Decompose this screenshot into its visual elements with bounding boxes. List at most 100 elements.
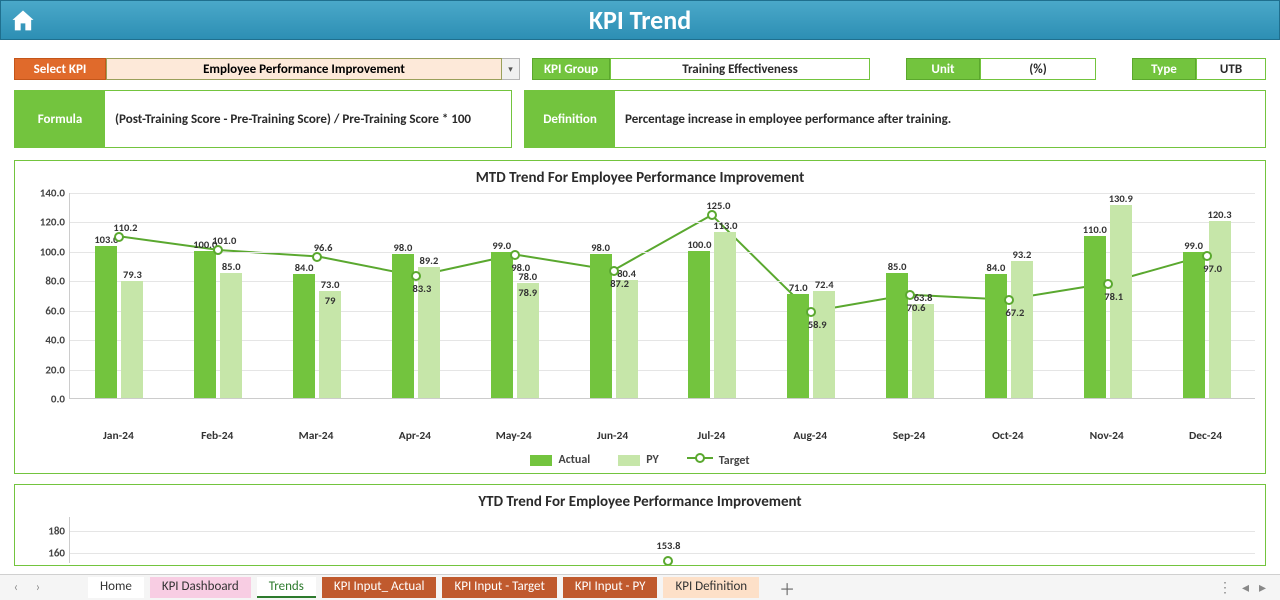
bar-actual [95,246,117,398]
target-label: 87.2 [610,277,629,290]
target-label: 67.2 [1006,306,1025,319]
target-label: 58.9 [808,318,827,331]
mtd-plot: 103.079.3110.2100.085.0101.084.073.07996… [69,193,1255,399]
bar-actual-label: 98.0 [591,241,610,254]
bar-py [1209,221,1231,398]
sheet-tab-kpi-dashboard[interactable]: KPI Dashboard [150,577,251,598]
mtd-chart-title: MTD Trend For Employee Performance Impro… [25,169,1255,187]
type-label: Type [1132,58,1196,80]
select-kpi-group: Select KPI Employee Performance Improvem… [14,58,520,80]
definition-value: Percentage increase in employee performa… [615,91,1265,147]
tab-options-icon[interactable]: ⋮ [1218,579,1232,596]
target-marker [1004,295,1014,305]
bar-actual-label: 110.0 [1083,223,1107,236]
bar-actual [491,252,513,398]
target-label: 98.0 [511,261,530,274]
bar-py [517,283,539,398]
type-value: UTB [1196,58,1266,80]
bar-py-label: 72.4 [815,278,834,291]
unit-label: Unit [906,58,980,80]
legend-target: Target [687,452,750,468]
x-label: Feb-24 [168,429,267,449]
mtd-y-axis: 0.020.040.060.080.0100.0120.0140.0 [25,193,69,399]
x-label: Aug-24 [761,429,860,449]
target-label: 78.1 [1104,290,1123,303]
page-title: KPI Trend [589,4,691,36]
formula-label: Formula [15,91,105,147]
sheet-tab-trends[interactable]: Trends [257,577,316,598]
sheet-tab-kpi-input-target[interactable]: KPI Input - Target [442,577,556,598]
bar-actual-label: 71.0 [789,281,808,294]
sheet-tab-kpi-input-py[interactable]: KPI Input - PY [563,577,658,598]
kpi-dropdown-arrow[interactable]: ▾ [502,58,520,80]
sheet-tab-kpi-input-actual[interactable]: KPI Input_ Actual [322,577,437,598]
x-label: May-24 [464,429,563,449]
target-marker [1103,279,1113,289]
tab-prev-icon[interactable]: ‹ [8,580,24,595]
ytd-ytick: 180 [48,525,65,538]
bar-py [319,291,341,398]
tabs-right-controls: ⋮ ◂ ▸ [1218,579,1272,596]
formula-panel: Formula (Post-Training Score - Pre-Train… [14,90,512,148]
type-pair: Type UTB [1132,58,1266,80]
ytick: 120.0 [40,216,65,229]
unit-pair: Unit (%) [906,58,1096,80]
target-marker [510,250,520,260]
ytick: 60.0 [45,304,65,317]
bar-py [121,281,143,398]
formula-value: (Post-Training Score - Pre-Training Scor… [105,91,511,147]
bar-actual [1183,252,1205,398]
x-label: Sep-24 [860,429,959,449]
page-header: KPI Trend [0,0,1280,40]
ytick: 140.0 [40,187,65,200]
x-label: Nov-24 [1057,429,1156,449]
sheet-tab-kpi-definition[interactable]: KPI Definition [663,577,759,598]
bar-py [220,273,242,398]
ytd-peak-label: 153.8 [656,539,680,552]
ytd-plot: 153.8 [69,517,1255,563]
kpi-dropdown-value: Employee Performance Improvement [203,62,405,77]
ytd-chart-box: YTD Trend For Employee Performance Impro… [14,484,1266,566]
tab-scroll-right-icon[interactable]: ▸ [1259,579,1266,596]
ytick: 80.0 [45,275,65,288]
ytd-ytick: 160 [48,547,65,560]
bar-actual-label: 98.0 [394,241,413,254]
x-label: Jun-24 [563,429,662,449]
x-label: Oct-24 [958,429,1057,449]
ytd-chart-title: YTD Trend For Employee Performance Impro… [25,493,1255,511]
select-kpi-label: Select KPI [14,58,106,80]
bar-py-inner-label: 79 [325,294,336,307]
target-label: 83.3 [413,282,432,295]
mtd-legend: Actual PY Target [25,449,1255,471]
bar-actual-label: 84.0 [987,261,1006,274]
sheet-tabs: ‹ › Home KPI Dashboard Trends KPI Input_ Ac… [0,574,1280,600]
kpi-group-pair: KPI Group Training Effectiveness [532,58,870,80]
home-icon[interactable] [9,7,37,35]
kpi-dropdown[interactable]: Employee Performance Improvement [106,58,502,80]
kpi-group-label: KPI Group [532,58,610,80]
ytd-target-marker [663,556,673,566]
bar-actual [194,251,216,398]
target-label: 101.0 [212,234,236,247]
ytick: 100.0 [40,245,65,258]
bar-py [1011,261,1033,398]
sheet-tab-home[interactable]: Home [88,577,144,598]
bar-actual-label: 99.0 [492,239,511,252]
mtd-chart-box: MTD Trend For Employee Performance Impro… [14,160,1266,474]
target-label: 96.6 [314,241,333,254]
bar-py-label: 73.0 [321,278,340,291]
legend-py: PY [618,453,659,467]
bar-actual [1084,236,1106,398]
target-marker [1202,251,1212,261]
bar-py-inner-label: 78.9 [518,286,537,299]
target-line [70,193,1255,398]
x-label: Mar-24 [267,429,366,449]
new-sheet-button[interactable]: ＋ [779,576,795,600]
target-marker [806,307,816,317]
bar-actual-label: 100.0 [687,238,711,251]
tab-scroll-left-icon[interactable]: ◂ [1242,579,1249,596]
tab-next-icon[interactable]: › [30,580,46,595]
kpi-selector-row: Select KPI Employee Performance Improvem… [0,40,1280,90]
target-label: 70.6 [907,301,926,314]
target-label: 125.0 [706,199,730,212]
